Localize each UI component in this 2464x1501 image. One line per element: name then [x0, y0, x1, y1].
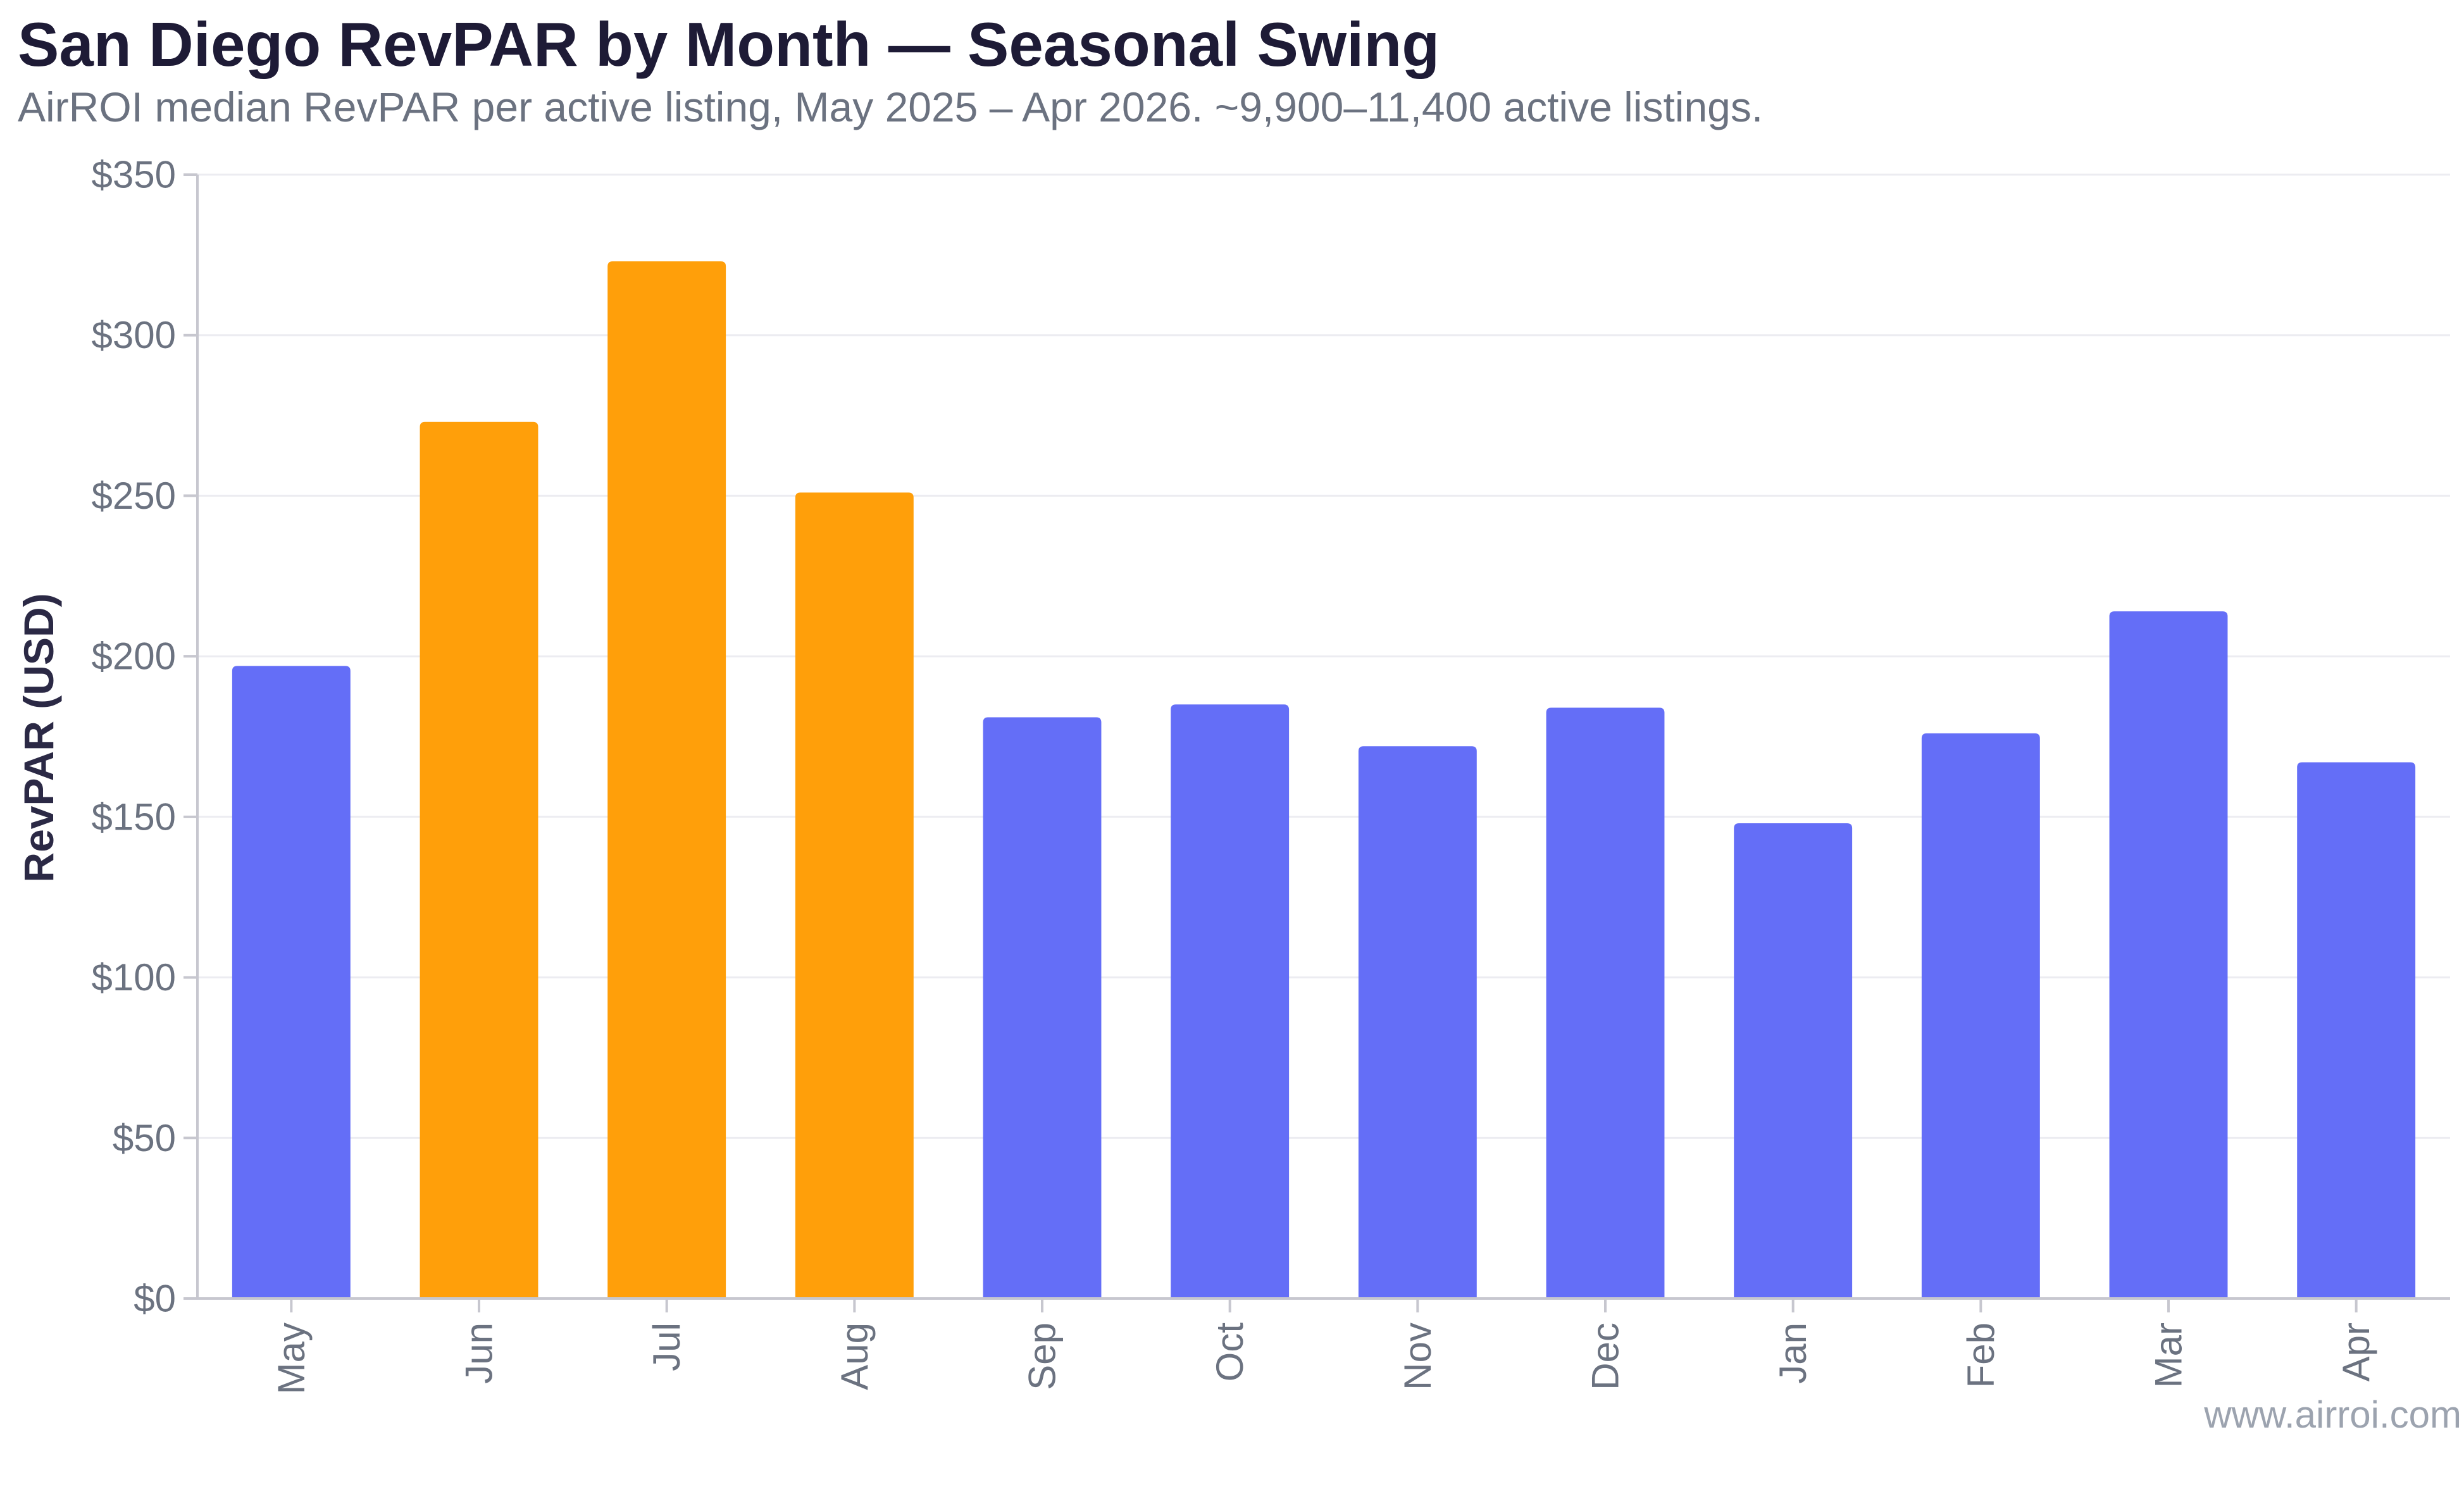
x-tick-label-jun: Jun: [458, 1323, 501, 1384]
y-axis-title: RevPAR (USD): [15, 593, 62, 882]
x-tick-label-jan: Jan: [1772, 1323, 1814, 1384]
bar-may: [232, 666, 351, 1299]
y-tick-label: $350: [92, 154, 176, 196]
x-tick-label-feb: Feb: [1960, 1323, 2002, 1388]
bar-sep: [983, 717, 1102, 1299]
x-tick-label-aug: Aug: [833, 1323, 876, 1390]
bar-oct: [1171, 704, 1290, 1299]
chart-title: San Diego RevPAR by Month — Seasonal Swi…: [18, 9, 1440, 79]
bar-nov: [1358, 746, 1477, 1299]
watermark: www.airroi.com: [2204, 1393, 2461, 1436]
y-tick-label: $250: [92, 475, 176, 517]
chart-subtitle: AirROI median RevPAR per active listing,…: [18, 84, 1764, 130]
y-tick-label: $50: [113, 1117, 176, 1159]
x-tick-label-may: May: [270, 1323, 313, 1394]
bar-feb: [1921, 733, 2040, 1299]
y-tick-label: $200: [92, 635, 176, 678]
bar-jun: [420, 421, 538, 1299]
y-tick-label: $100: [92, 956, 176, 999]
bar-jul: [607, 261, 726, 1299]
y-tick-label: $300: [92, 314, 176, 356]
y-tick-label: $150: [92, 795, 176, 838]
bar-jan: [1734, 823, 1853, 1299]
y-tick-label: $0: [134, 1278, 176, 1320]
x-tick-label-apr: Apr: [2335, 1323, 2377, 1381]
bar-aug: [795, 492, 914, 1299]
gridlines: [197, 173, 2450, 1139]
bar-mar: [2109, 611, 2228, 1299]
bar-apr: [2297, 762, 2416, 1299]
x-tick-label-sep: Sep: [1021, 1323, 1064, 1390]
axes: [184, 173, 2450, 1312]
y-tick-labels: $0 $50 $100 $150 $200 $250 $300 $350: [92, 154, 176, 1320]
x-tick-label-jul: Jul: [645, 1323, 688, 1371]
x-tick-label-nov: Nov: [1397, 1323, 1439, 1390]
x-tick-labels: May Jun Jul Aug Sep Oct Nov Dec Jan Feb Mar Apr: [270, 1323, 2377, 1395]
x-tick-label-dec: Dec: [1584, 1323, 1627, 1390]
x-tick-label-mar: Mar: [2148, 1323, 2190, 1388]
x-tick-label-oct: Oct: [1209, 1323, 1251, 1382]
bar-dec: [1546, 707, 1665, 1299]
bars: [232, 261, 2416, 1299]
